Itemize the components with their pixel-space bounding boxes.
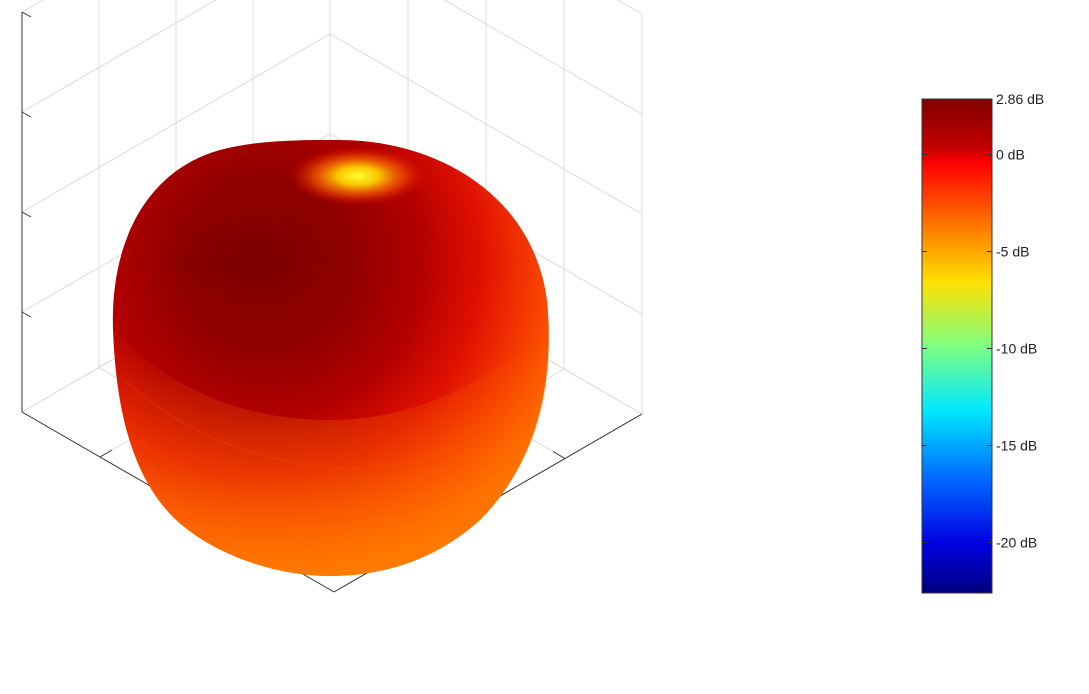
surface-lower-region: [113, 330, 549, 576]
colorbar-tick-label-0: 0 dB: [996, 146, 1025, 162]
back-wall-grid-line: [443, 0, 643, 115]
colorbar: 2.86 dB 0 dB -5 dB -10 dB -15 dB -20 dB: [921, 91, 1044, 594]
surface-maximum-region: [152, 200, 352, 316]
x-axis-tick: [99, 449, 113, 458]
back-wall-grid-line: [329, 33, 643, 215]
colorbar-gradient: [921, 98, 993, 594]
colorbar-tick-label-minus20: -20 dB: [996, 535, 1037, 551]
z-axis-tick: [21, 11, 32, 18]
radiation-pattern-surface: [112, 139, 549, 577]
surface-top-null-region: [288, 146, 428, 206]
colorbar-ticks: [922, 98, 992, 544]
z-axis-tick: [21, 111, 32, 118]
colorbar-tick-label-minus5: -5 dB: [996, 244, 1029, 260]
side-wall-grid-line: [21, 33, 331, 213]
z-axis-tick: [21, 211, 32, 218]
colorbar-tick-label-minus15: -15 dB: [996, 438, 1037, 454]
z-axis-tick: [21, 311, 32, 318]
colorbar-tick-label-max: 2.86 dB: [996, 91, 1044, 107]
surface-contour-band: [124, 379, 546, 470]
side-wall-grid-line: [21, 0, 217, 113]
y-axis-tick: [552, 451, 566, 459]
surface-contour-band: [139, 439, 521, 520]
colorbar-tick-label-minus10: -10 dB: [996, 341, 1037, 357]
